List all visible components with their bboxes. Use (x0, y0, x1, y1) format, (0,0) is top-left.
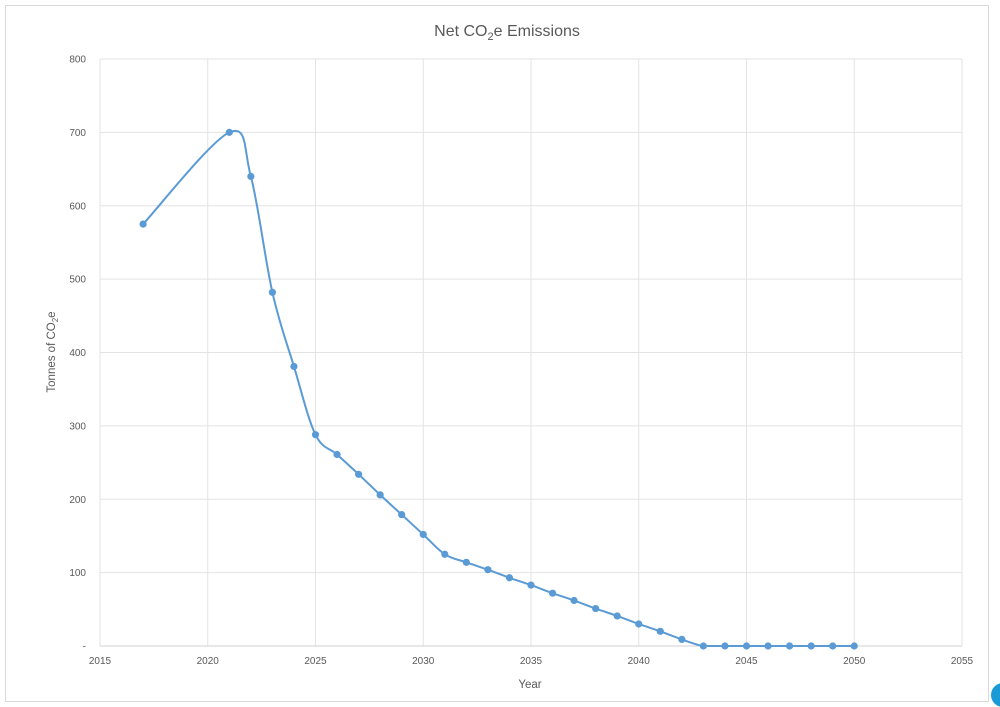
y-axis-label-part-1: Tonnes of CO (46, 322, 58, 392)
x-tick-label: 2030 (412, 656, 435, 667)
y-axis-label-part-3: e (46, 311, 58, 317)
data-point-2035 (527, 581, 535, 589)
data-point-2023 (268, 288, 276, 296)
data-point-2038 (592, 604, 600, 613)
y-tick-label: 700 (69, 128, 86, 139)
chart-title: Net CO2e Emissions (434, 23, 580, 43)
data-point-2027 (355, 470, 363, 478)
data-point-2021 (225, 128, 233, 136)
data-point-2030 (419, 530, 427, 539)
data-point-2046 (764, 642, 772, 650)
data-point-2045 (742, 642, 751, 650)
chart-title-part-1: Net CO (434, 23, 487, 40)
data-point-2026 (333, 450, 341, 459)
data-point-2039 (613, 612, 621, 620)
y-tick-label: 200 (69, 495, 86, 506)
chart-title-part-3: e Emissions (494, 23, 580, 40)
data-point-2041 (656, 627, 664, 635)
x-tick-label: 2020 (197, 656, 220, 667)
data-point-2036 (548, 589, 557, 597)
data-point-2022 (247, 172, 255, 180)
x-tick-label: 2050 (843, 656, 866, 667)
data-point-2050 (850, 642, 858, 650)
x-tick-label: 2040 (628, 656, 651, 667)
data-point-2033 (484, 566, 492, 574)
y-tick-label: 300 (69, 421, 86, 432)
data-point-2048 (807, 642, 815, 650)
data-point-2040 (635, 620, 643, 628)
data-point-2032 (462, 558, 470, 566)
chart-title-subscript: 2 (487, 31, 493, 43)
data-point-2029 (398, 511, 406, 519)
data-point-2037 (570, 596, 578, 605)
x-tick-label: 2055 (951, 656, 974, 667)
y-tick-label: 400 (69, 348, 86, 359)
x-tick-label: 2035 (520, 656, 543, 667)
series-line (142, 129, 855, 647)
y-axis-label: Tonnes of CO2e (46, 311, 60, 392)
data-point-2031 (441, 550, 449, 558)
y-tick-label: 100 (69, 568, 86, 579)
data-point-2044 (721, 642, 729, 650)
x-axis-label: Year (518, 679, 541, 691)
data-point-2047 (786, 642, 794, 650)
x-tick-label: 2045 (735, 656, 758, 667)
y-axis-label-subscript: 2 (51, 317, 60, 322)
x-tick-label: 2025 (304, 656, 327, 667)
data-point-2043 (699, 642, 708, 650)
data-point-2017 (139, 220, 147, 228)
data-point-2042 (678, 635, 686, 643)
y-tick-label: - (83, 642, 86, 653)
tick-labels: - 100 200 300 400 500 600 700 800 2015 2020 2025 203… (69, 55, 973, 668)
corner-circle-mark (991, 683, 1000, 707)
gridlines (99, 58, 963, 646)
y-tick-label: 600 (69, 201, 86, 212)
data-point-2049 (829, 642, 837, 650)
data-point-2025 (311, 431, 320, 439)
data-point-2024 (290, 362, 298, 371)
data-point-2034 (505, 574, 514, 582)
data-point-2028 (376, 491, 384, 499)
y-tick-label: 500 (69, 275, 86, 286)
chart-frame (5, 5, 989, 702)
y-tick-label: 800 (69, 55, 86, 66)
series (139, 128, 858, 650)
x-tick-label: 2015 (89, 656, 112, 667)
